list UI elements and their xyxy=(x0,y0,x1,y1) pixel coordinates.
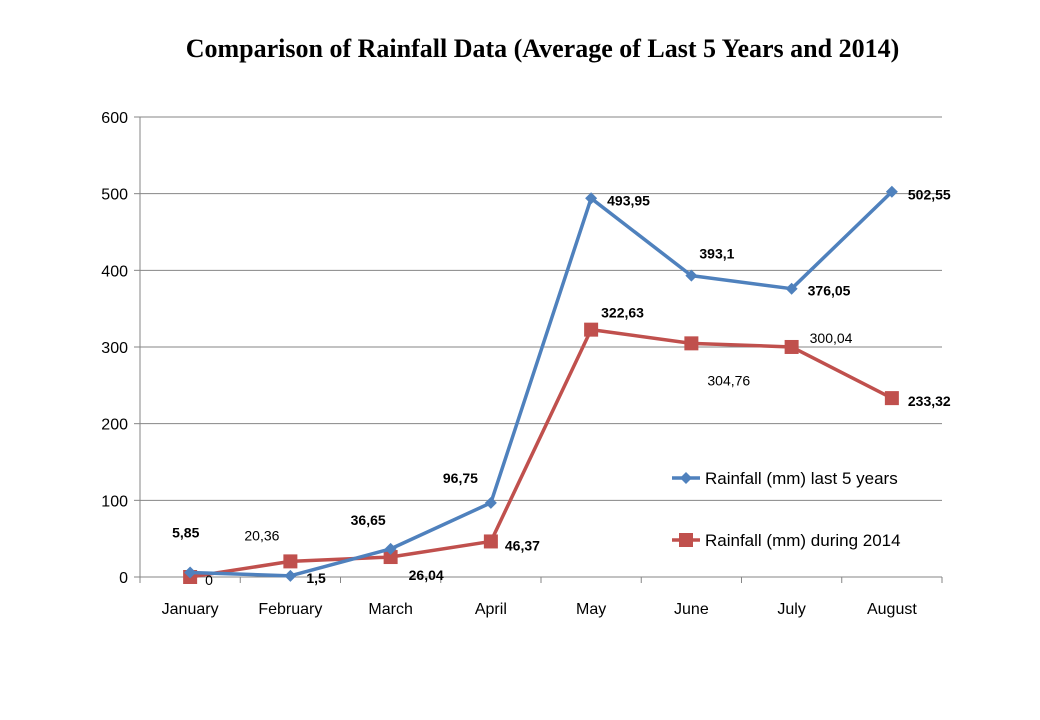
data-label: 96,75 xyxy=(443,470,478,486)
data-label: 20,36 xyxy=(244,527,279,543)
y-tick-label: 300 xyxy=(101,340,128,357)
diamond-marker xyxy=(785,282,798,295)
data-label: 233,32 xyxy=(908,393,951,409)
data-label: 376,05 xyxy=(808,283,851,299)
legend-entry: Rainfall (mm) during 2014 xyxy=(705,531,901,550)
data-label: 5,85 xyxy=(172,525,199,541)
square-marker xyxy=(679,533,693,547)
data-label: 36,65 xyxy=(351,512,386,528)
axes: 0 100 200 300 400 500 600 January February March A… xyxy=(101,110,943,618)
data-label: 1,5 xyxy=(306,570,326,586)
diamond-marker xyxy=(685,269,698,282)
y-tick-label: 600 xyxy=(101,110,128,127)
diamond-marker xyxy=(384,542,397,555)
diamond-marker xyxy=(484,496,497,509)
data-labels: 5,85 1,5 36,65 96,75 493,95 393,1 376,05 502,55… xyxy=(172,187,951,588)
x-tick-label: August xyxy=(867,601,917,618)
series-line xyxy=(189,327,893,579)
data-label: 300,04 xyxy=(810,330,853,346)
data-label: 393,1 xyxy=(699,246,734,262)
diamond-marker xyxy=(585,192,598,205)
y-tick-label: 0 xyxy=(119,570,128,587)
x-tick-label: March xyxy=(368,601,412,618)
diamond-marker xyxy=(680,472,692,484)
data-label: 322,63 xyxy=(601,305,644,321)
x-tick-label: April xyxy=(475,601,507,618)
data-label: 0 xyxy=(205,572,213,588)
series-line xyxy=(190,190,894,578)
x-tick-label: May xyxy=(576,601,606,618)
y-tick-label: 500 xyxy=(101,187,128,204)
diamond-marker xyxy=(284,569,297,582)
chart-title: Comparison of Rainfall Data (Average of … xyxy=(185,34,900,63)
square-marker xyxy=(884,391,899,406)
diamond-marker xyxy=(885,185,898,198)
y-tick-label: 200 xyxy=(101,417,128,434)
square-marker xyxy=(784,339,799,354)
square-marker xyxy=(383,550,398,565)
data-label: 304,76 xyxy=(707,372,750,388)
data-label: 493,95 xyxy=(607,192,650,208)
y-tick-label: 100 xyxy=(101,493,128,510)
square-marker xyxy=(483,534,498,549)
legend-entry: Rainfall (mm) last 5 years xyxy=(705,469,898,488)
data-label: 26,04 xyxy=(409,567,444,583)
x-tick-label: June xyxy=(674,601,709,618)
x-tick-label: July xyxy=(777,601,805,618)
legend: Rainfall (mm) last 5 years Rainfall (mm) … xyxy=(672,469,901,550)
y-tick-label: 400 xyxy=(101,263,128,280)
data-label: 46,37 xyxy=(505,537,540,553)
diamond-marker xyxy=(184,566,197,579)
x-tick-label: January xyxy=(162,601,219,618)
square-marker xyxy=(283,554,298,569)
x-tick-label: February xyxy=(258,601,322,618)
gridlines xyxy=(140,116,942,501)
data-label: 502,55 xyxy=(908,187,951,203)
square-marker xyxy=(684,336,699,351)
series-lines xyxy=(183,185,899,584)
square-marker xyxy=(584,322,599,337)
